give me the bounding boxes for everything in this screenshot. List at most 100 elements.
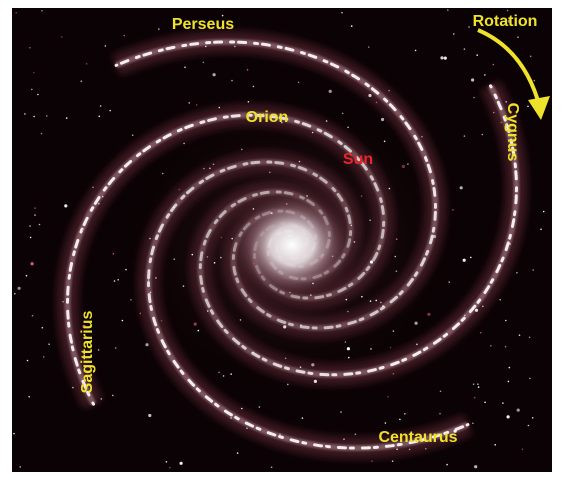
star xyxy=(287,383,289,386)
star xyxy=(139,312,142,315)
star xyxy=(205,45,207,48)
star xyxy=(195,104,198,106)
star xyxy=(388,89,390,92)
star xyxy=(331,255,334,258)
star xyxy=(350,25,353,27)
star xyxy=(459,186,463,190)
star xyxy=(516,408,520,412)
star xyxy=(247,101,250,103)
star xyxy=(173,258,175,261)
star xyxy=(528,336,531,339)
star xyxy=(131,134,134,136)
star xyxy=(284,357,287,360)
star xyxy=(389,346,392,349)
star xyxy=(188,102,190,104)
star xyxy=(540,228,542,231)
star xyxy=(252,208,255,210)
star xyxy=(395,238,398,240)
star xyxy=(504,345,507,348)
star xyxy=(34,214,36,216)
star xyxy=(507,19,511,23)
star xyxy=(17,286,21,290)
star xyxy=(61,36,63,38)
star xyxy=(492,63,495,66)
star xyxy=(46,115,48,117)
star xyxy=(289,291,291,294)
star xyxy=(218,106,221,109)
star xyxy=(40,132,43,135)
star xyxy=(395,270,398,273)
star xyxy=(206,310,209,312)
star xyxy=(470,256,472,259)
star xyxy=(234,45,236,48)
star xyxy=(160,320,163,322)
star xyxy=(80,80,83,82)
star xyxy=(341,11,343,14)
star xyxy=(380,301,382,304)
star xyxy=(72,386,74,389)
star xyxy=(533,79,536,82)
star xyxy=(387,395,389,398)
star xyxy=(202,61,205,64)
star xyxy=(231,79,233,82)
star xyxy=(531,417,534,419)
star xyxy=(346,347,350,351)
star xyxy=(271,212,273,214)
star xyxy=(383,140,386,143)
star xyxy=(14,292,16,295)
star xyxy=(462,258,466,262)
star xyxy=(404,413,406,415)
star xyxy=(220,256,222,259)
star xyxy=(37,93,39,96)
star xyxy=(149,237,151,240)
star xyxy=(472,383,475,386)
star xyxy=(527,105,529,108)
star xyxy=(220,236,223,239)
star xyxy=(408,448,411,451)
star xyxy=(148,413,152,418)
star xyxy=(213,262,216,264)
star xyxy=(453,429,457,433)
star xyxy=(392,330,395,332)
star xyxy=(34,207,36,209)
star xyxy=(209,167,211,170)
star xyxy=(239,319,242,321)
star xyxy=(294,245,297,248)
star xyxy=(31,314,34,317)
star xyxy=(505,319,507,322)
star xyxy=(24,113,26,115)
star xyxy=(484,74,486,76)
star xyxy=(399,418,401,421)
star xyxy=(367,46,370,48)
star xyxy=(446,463,448,466)
star xyxy=(183,142,185,145)
star xyxy=(85,63,88,65)
star xyxy=(212,73,216,77)
star xyxy=(425,447,427,450)
star xyxy=(236,452,239,454)
star xyxy=(396,448,398,451)
star xyxy=(125,268,127,271)
star xyxy=(299,366,302,369)
star xyxy=(507,380,510,383)
star xyxy=(82,324,86,328)
star xyxy=(258,406,261,408)
star xyxy=(452,209,454,211)
galactic-core xyxy=(230,190,354,300)
star xyxy=(319,256,321,259)
star xyxy=(41,326,44,329)
label-rotation: Rotation xyxy=(473,13,538,30)
star xyxy=(474,465,478,469)
star xyxy=(509,243,511,245)
star xyxy=(375,299,378,302)
star xyxy=(306,195,308,197)
star xyxy=(100,398,103,400)
star xyxy=(352,75,354,78)
star xyxy=(246,427,248,430)
star xyxy=(221,14,224,17)
star xyxy=(506,9,509,12)
star xyxy=(269,171,271,174)
star xyxy=(98,115,101,118)
star xyxy=(516,271,518,274)
